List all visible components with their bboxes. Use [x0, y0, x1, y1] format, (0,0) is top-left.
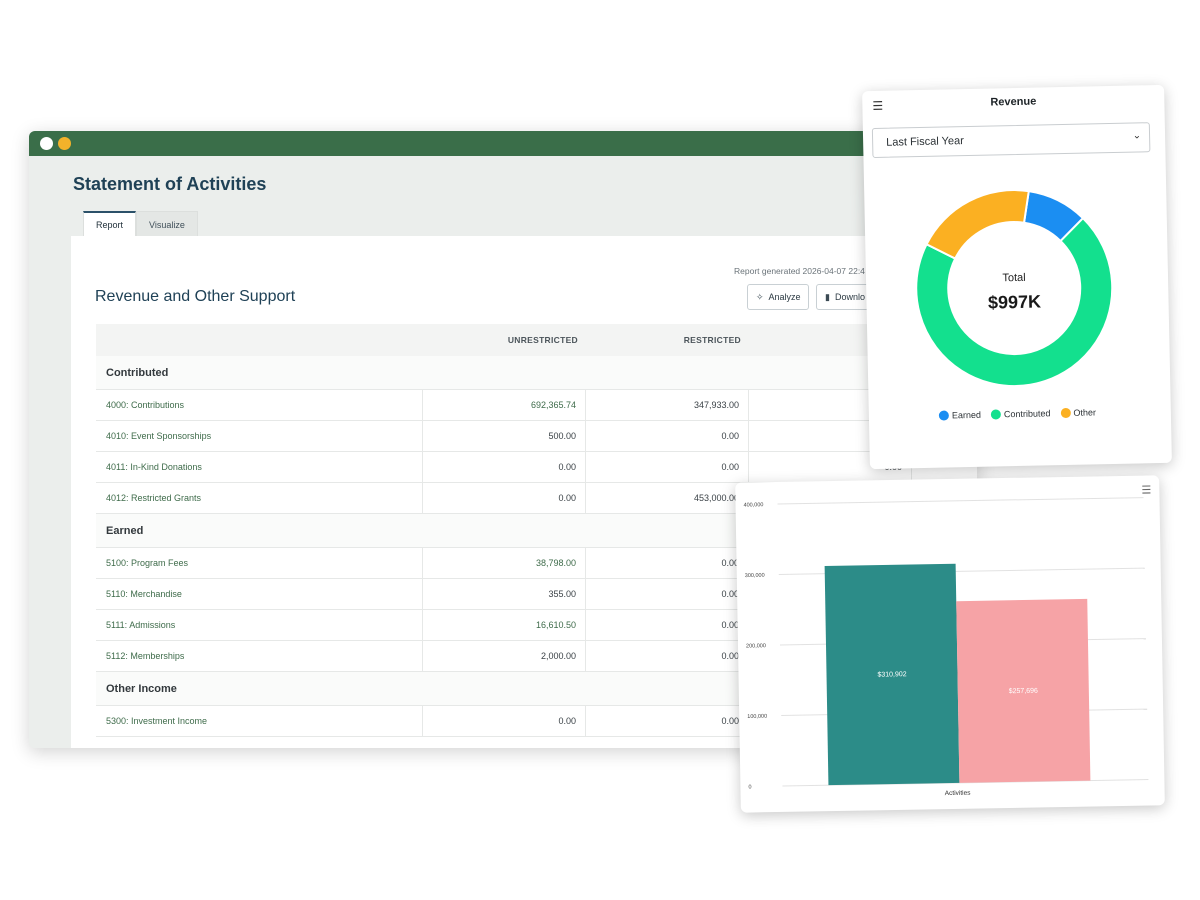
y-tick-label: 0 — [748, 784, 751, 790]
report-panel: Report generated 2026-04-07 22:4 Revenue… — [71, 236, 977, 748]
table-row: 4010: Event Sponsorships 500.00 0.00 — [96, 421, 952, 452]
restricted-cell: 0.00 — [586, 579, 749, 609]
legend-item-earned[interactable]: Earned — [938, 409, 982, 421]
legend-swatch-earned — [938, 410, 949, 421]
unrestricted-cell: 355.00 — [423, 579, 586, 609]
unrestricted-cell: 38,798.00 — [423, 548, 586, 578]
donut-center-value: $997K — [988, 292, 1041, 313]
window-dot-yellow[interactable] — [58, 137, 71, 150]
restricted-cell: 0.00 — [586, 641, 749, 671]
y-tick-label: 400,000 — [744, 502, 764, 508]
donut-slice-contributed[interactable] — [915, 216, 1114, 388]
account-link[interactable]: 4012: Restricted Grants — [96, 483, 423, 513]
unrestricted-cell: 0.00 — [423, 483, 586, 513]
account-link[interactable]: 4000: Contributions — [96, 390, 423, 420]
legend-label-earned: Earned — [951, 409, 982, 421]
restricted-cell: 0.00 — [586, 452, 749, 482]
revenue-donut-chart: Total $997K — [915, 189, 1114, 388]
activities-bar-chart: 0 100,000 200,000 300,000 400,000 $310,902 $2… — [744, 497, 1149, 797]
unrestricted-cell: 2,000.00 — [423, 641, 586, 671]
account-link[interactable]: 5110: Merchandise — [96, 579, 423, 609]
unrestricted-cell: 0.00 — [423, 706, 586, 736]
unrestricted-cell: 16,610.50 — [423, 610, 586, 640]
account-link[interactable]: 5300: Investment Income — [96, 706, 423, 736]
account-link[interactable]: 5112: Memberships — [96, 641, 423, 671]
restricted-cell: 0.00 — [586, 421, 749, 451]
restricted-cell: 0.00 — [586, 610, 749, 640]
restricted-cell: 0.00 — [586, 548, 749, 578]
period-select-value: Last Fiscal Year — [886, 135, 964, 149]
unrestricted-cell: 500.00 — [423, 421, 586, 451]
donut-center-label: Total — [1002, 272, 1025, 284]
column-header-unrestricted: UNRESTRICTED — [507, 335, 578, 345]
legend-item-other[interactable]: Other — [1060, 407, 1097, 419]
y-tick-label: 100,000 — [747, 714, 767, 720]
chevron-down-icon: ⌄ — [1132, 130, 1142, 142]
unrestricted-cell: 692,365.74 — [423, 390, 586, 420]
window-titlebar — [29, 131, 977, 156]
bar-1[interactable] — [824, 563, 960, 786]
account-link[interactable]: 4010: Event Sponsorships — [96, 421, 423, 451]
bar-data-label: $257,696 — [1009, 688, 1038, 696]
y-tick-label: 200,000 — [746, 643, 766, 649]
account-link[interactable]: 5100: Program Fees — [96, 548, 423, 578]
legend-swatch-contributed — [990, 409, 1002, 420]
file-icon: ▮ — [825, 291, 830, 302]
group-header: Contributed — [96, 356, 952, 390]
donut-legend: Earned Contributed Other — [938, 407, 1097, 421]
x-axis-label: Activities — [945, 790, 972, 797]
column-header-restricted: RESTRICTED — [683, 335, 741, 345]
report-window: Statement of Activities Report Visualize… — [29, 131, 977, 748]
report-generated-timestamp: Report generated 2026-04-07 22:4 — [734, 266, 865, 276]
report-tabs: Report Visualize — [83, 211, 198, 237]
restricted-cell: 0.00 — [586, 706, 749, 736]
period-select[interactable]: Last Fiscal Year ⌄ — [871, 122, 1151, 159]
legend-label-other: Other — [1073, 407, 1097, 418]
window-dot-white[interactable] — [40, 137, 53, 150]
restricted-cell: 453,000.00 — [586, 483, 749, 513]
revenue-card-title: Revenue — [990, 95, 1037, 109]
gridline — [777, 497, 1144, 505]
sparkle-icon: ✧ — [756, 291, 764, 302]
legend-item-contributed[interactable]: Contributed — [990, 408, 1051, 420]
donut-slice-other[interactable] — [925, 189, 1030, 260]
bar-data-label: $310,902 — [877, 671, 906, 679]
account-link[interactable]: 4011: In-Kind Donations — [96, 452, 423, 482]
tab-report[interactable]: Report — [83, 211, 137, 237]
restricted-cell: 347,933.00 — [586, 390, 749, 420]
legend-swatch-other — [1060, 407, 1071, 419]
bar-2[interactable] — [956, 598, 1091, 783]
section-title: Revenue and Other Support — [95, 288, 296, 305]
page-title: Statement of Activities — [73, 174, 267, 194]
tab-visualize[interactable]: Visualize — [136, 211, 198, 237]
legend-label-contributed: Contributed — [1003, 408, 1051, 420]
revenue-card: ☰ Revenue Last Fiscal Year ⌄ Total $997K… — [862, 84, 1172, 470]
unrestricted-cell: 0.00 — [423, 452, 586, 482]
y-tick-label: 300,000 — [745, 573, 765, 579]
download-label: Downlo — [834, 292, 865, 302]
analyze-label: Analyze — [768, 292, 801, 302]
analyze-button[interactable]: ✧ Analyze — [747, 284, 809, 310]
activities-bar-card: ☰ 0 100,000 200,000 300,000 400,000 $310,902… — [735, 475, 1165, 813]
table-header: UNRESTRICTED RESTRICTED — [96, 324, 952, 356]
table-row: 4000: Contributions692,365.74347,933.001… — [96, 390, 952, 421]
account-link[interactable]: 5111: Admissions — [96, 610, 423, 640]
